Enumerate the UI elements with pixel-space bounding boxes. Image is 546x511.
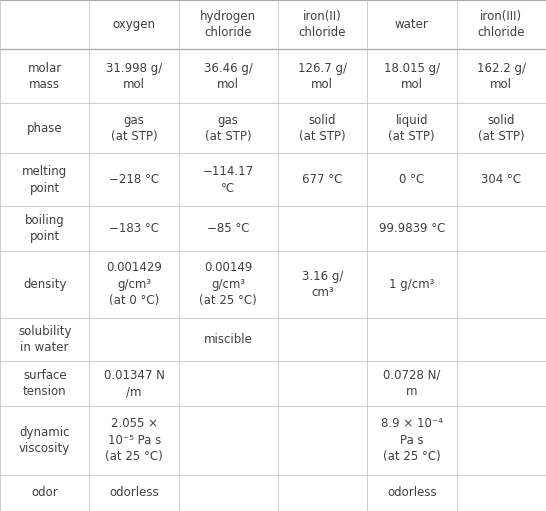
Text: 0.01347 N
/m: 0.01347 N /m: [104, 369, 165, 398]
Text: −218 °C: −218 °C: [109, 173, 159, 186]
Text: 31.998 g/
mol: 31.998 g/ mol: [106, 62, 162, 91]
Text: boiling
point: boiling point: [25, 214, 64, 243]
Text: 126.7 g/
mol: 126.7 g/ mol: [298, 62, 347, 91]
Text: 0.001429
g/cm³
(at 0 °C): 0.001429 g/cm³ (at 0 °C): [106, 261, 162, 307]
Text: 304 °C: 304 °C: [481, 173, 521, 186]
Text: dynamic
viscosity: dynamic viscosity: [19, 426, 70, 455]
Text: 99.9839 °C: 99.9839 °C: [378, 222, 445, 235]
Text: 18.015 g/
mol: 18.015 g/ mol: [384, 62, 440, 91]
Text: oxygen: oxygen: [112, 18, 156, 31]
Text: density: density: [23, 278, 67, 291]
Text: gas
(at STP): gas (at STP): [111, 113, 158, 143]
Text: 0.0728 N/
m: 0.0728 N/ m: [383, 369, 441, 398]
Text: 162.2 g/
mol: 162.2 g/ mol: [477, 62, 526, 91]
Text: solubility
in water: solubility in water: [18, 325, 72, 355]
Text: liquid
(at STP): liquid (at STP): [388, 113, 435, 143]
Text: iron(III)
chloride: iron(III) chloride: [478, 10, 525, 39]
Text: gas
(at STP): gas (at STP): [205, 113, 252, 143]
Text: miscible: miscible: [204, 333, 253, 346]
Text: 1 g/cm³: 1 g/cm³: [389, 278, 435, 291]
Text: 8.9 × 10⁻⁴
Pa s
(at 25 °C): 8.9 × 10⁻⁴ Pa s (at 25 °C): [381, 417, 443, 463]
Text: 677 °C: 677 °C: [302, 173, 342, 186]
Text: 0 °C: 0 °C: [399, 173, 424, 186]
Text: melting
point: melting point: [22, 165, 67, 195]
Text: phase: phase: [27, 122, 63, 135]
Text: −85 °C: −85 °C: [207, 222, 250, 235]
Text: −114.17
°C: −114.17 °C: [203, 165, 254, 195]
Text: hydrogen
chloride: hydrogen chloride: [200, 10, 256, 39]
Text: 36.46 g/
mol: 36.46 g/ mol: [204, 62, 253, 91]
Text: surface
tension: surface tension: [23, 369, 67, 398]
Text: solid
(at STP): solid (at STP): [299, 113, 346, 143]
Text: odorless: odorless: [387, 486, 437, 499]
Text: 3.16 g/
cm³: 3.16 g/ cm³: [301, 270, 343, 299]
Text: odorless: odorless: [109, 486, 159, 499]
Text: solid
(at STP): solid (at STP): [478, 113, 525, 143]
Text: 0.00149
g/cm³
(at 25 °C): 0.00149 g/cm³ (at 25 °C): [199, 261, 257, 307]
Text: 2.055 ×
10⁻⁵ Pa s
(at 25 °C): 2.055 × 10⁻⁵ Pa s (at 25 °C): [105, 417, 163, 463]
Text: molar
mass: molar mass: [28, 62, 62, 91]
Text: iron(II)
chloride: iron(II) chloride: [299, 10, 346, 39]
Text: −183 °C: −183 °C: [109, 222, 159, 235]
Text: water: water: [395, 18, 429, 31]
Text: odor: odor: [31, 486, 58, 499]
